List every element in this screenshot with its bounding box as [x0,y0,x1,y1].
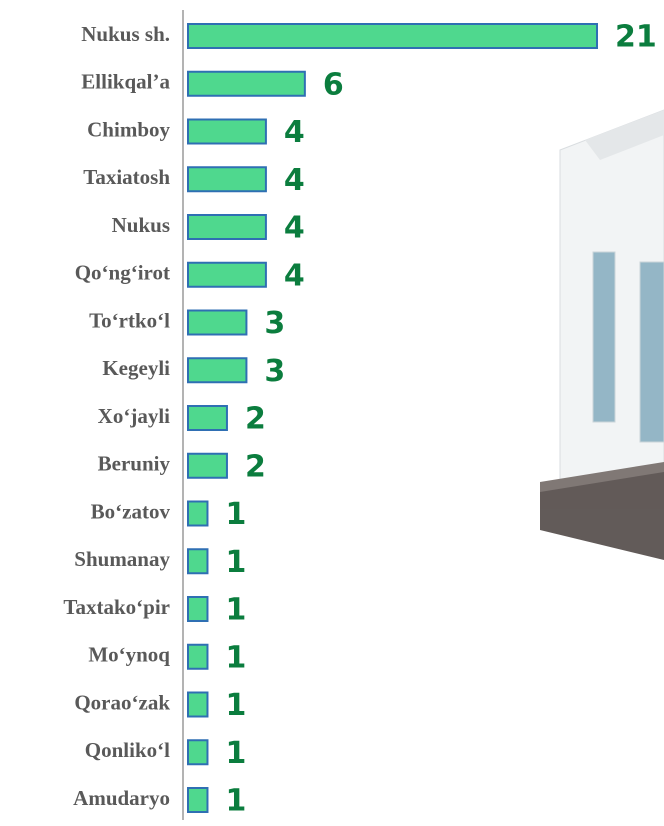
bar [187,643,209,670]
value-label: 4 [284,115,305,150]
bar [187,214,267,240]
category-label: Bo‘zatov [91,499,171,523]
value-label: 2 [245,449,266,484]
category-label: Taxtako‘pir [63,595,170,619]
category-label: Amudaryo [73,786,170,810]
category-label: Qonliko‘l [85,738,170,762]
bar [187,452,228,479]
bar [187,118,267,145]
bar [187,548,209,575]
value-label: 4 [284,163,305,198]
category-label: Kegeyli [102,356,170,380]
value-label: 3 [264,306,285,341]
bar [187,166,267,193]
bar [187,596,209,622]
bar [187,500,209,527]
category-label: Nukus sh. [81,22,170,46]
bar [187,70,306,97]
category-label: Taxiatosh [83,165,170,189]
category-label: Qorao‘zak [74,690,170,714]
category-label: Qo‘ng‘irot [75,261,170,285]
value-label: 21 [615,20,657,55]
category-label: Ellikqal’a [81,70,170,94]
value-label: 4 [284,211,305,246]
category-label: Beruniy [98,452,171,476]
category-label: Nukus [112,213,170,237]
category-label: Mo‘ynoq [88,643,170,667]
value-label: 1 [225,593,246,628]
value-label: 1 [225,545,246,580]
category-label: Chimboy [87,117,170,141]
bar [187,405,228,431]
value-label: 1 [225,497,246,532]
category-label: To‘rtko‘l [89,308,170,332]
value-label: 1 [225,640,246,675]
bar [187,691,209,718]
bar [187,309,248,336]
building-illustration [540,109,664,560]
bar [187,23,598,49]
bar [187,357,248,384]
value-label: 4 [284,258,305,293]
value-label: 2 [245,402,266,437]
bar [187,739,209,766]
category-label: Shumanay [74,547,170,571]
bar [187,261,267,288]
value-label: 1 [225,784,246,819]
bar [187,787,209,813]
value-label: 3 [264,354,285,389]
value-label: 1 [225,688,246,723]
value-label: 1 [225,736,246,771]
category-label: Xo‘jayli [98,404,170,428]
value-label: 6 [323,67,344,102]
